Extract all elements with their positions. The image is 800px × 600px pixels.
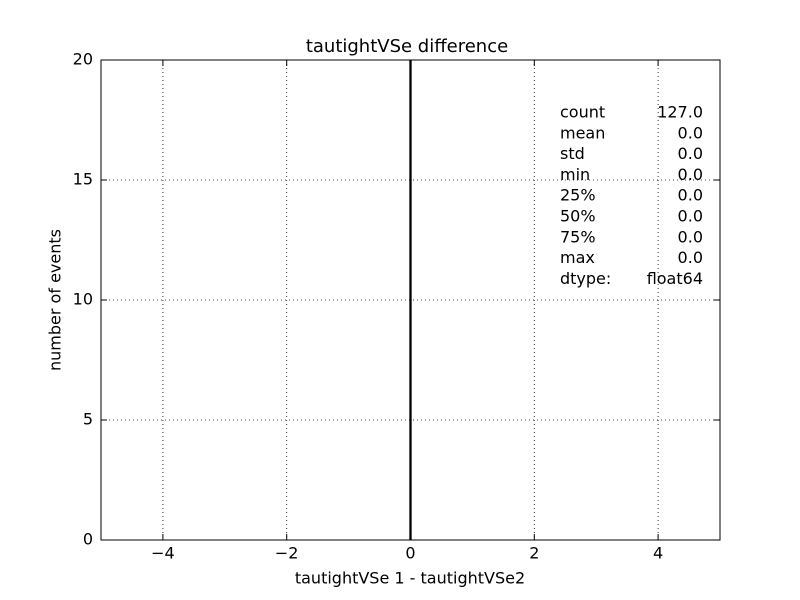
stat-value: 0.0 xyxy=(678,165,703,184)
stat-label: max xyxy=(560,248,595,267)
x-tick-label: 2 xyxy=(529,544,539,563)
y-tick-label: 0 xyxy=(83,530,93,549)
stat-label: std xyxy=(560,144,585,163)
stat-label: 25% xyxy=(560,186,596,205)
plot-area xyxy=(101,59,720,541)
x-tick-label: −4 xyxy=(151,544,175,563)
x-tick-label: 4 xyxy=(653,544,663,563)
stat-value: 0.0 xyxy=(678,248,703,267)
y-tick-label: 5 xyxy=(83,410,93,429)
x-axis-label: tautightVSe 1 - tautightVSe2 xyxy=(295,569,525,588)
bars xyxy=(379,60,442,540)
y-axis-label: number of events xyxy=(46,229,65,371)
stat-value: 0.0 xyxy=(678,186,703,205)
stat-label: 50% xyxy=(560,207,596,226)
stat-label: mean xyxy=(560,123,605,142)
stat-value: 0.0 xyxy=(678,207,703,226)
x-tick-label: −2 xyxy=(275,544,299,563)
stat-value: float64 xyxy=(647,269,703,288)
y-tick-label: 20 xyxy=(73,50,93,69)
stat-value: 0.0 xyxy=(678,123,703,142)
stat-value: 0.0 xyxy=(678,227,703,246)
y-tick-label: 10 xyxy=(73,290,93,309)
stat-value: 0.0 xyxy=(678,144,703,163)
stat-label: dtype: xyxy=(560,269,611,288)
chart-title: tautightVSe difference xyxy=(306,36,508,57)
stat-label: count xyxy=(560,103,605,122)
y-tick-label: 15 xyxy=(73,170,93,189)
x-tick-label: 0 xyxy=(405,544,415,563)
bar xyxy=(409,60,412,540)
stat-label: min xyxy=(560,165,590,184)
stat-value: 127.0 xyxy=(657,103,703,122)
stat-label: 75% xyxy=(560,227,596,246)
